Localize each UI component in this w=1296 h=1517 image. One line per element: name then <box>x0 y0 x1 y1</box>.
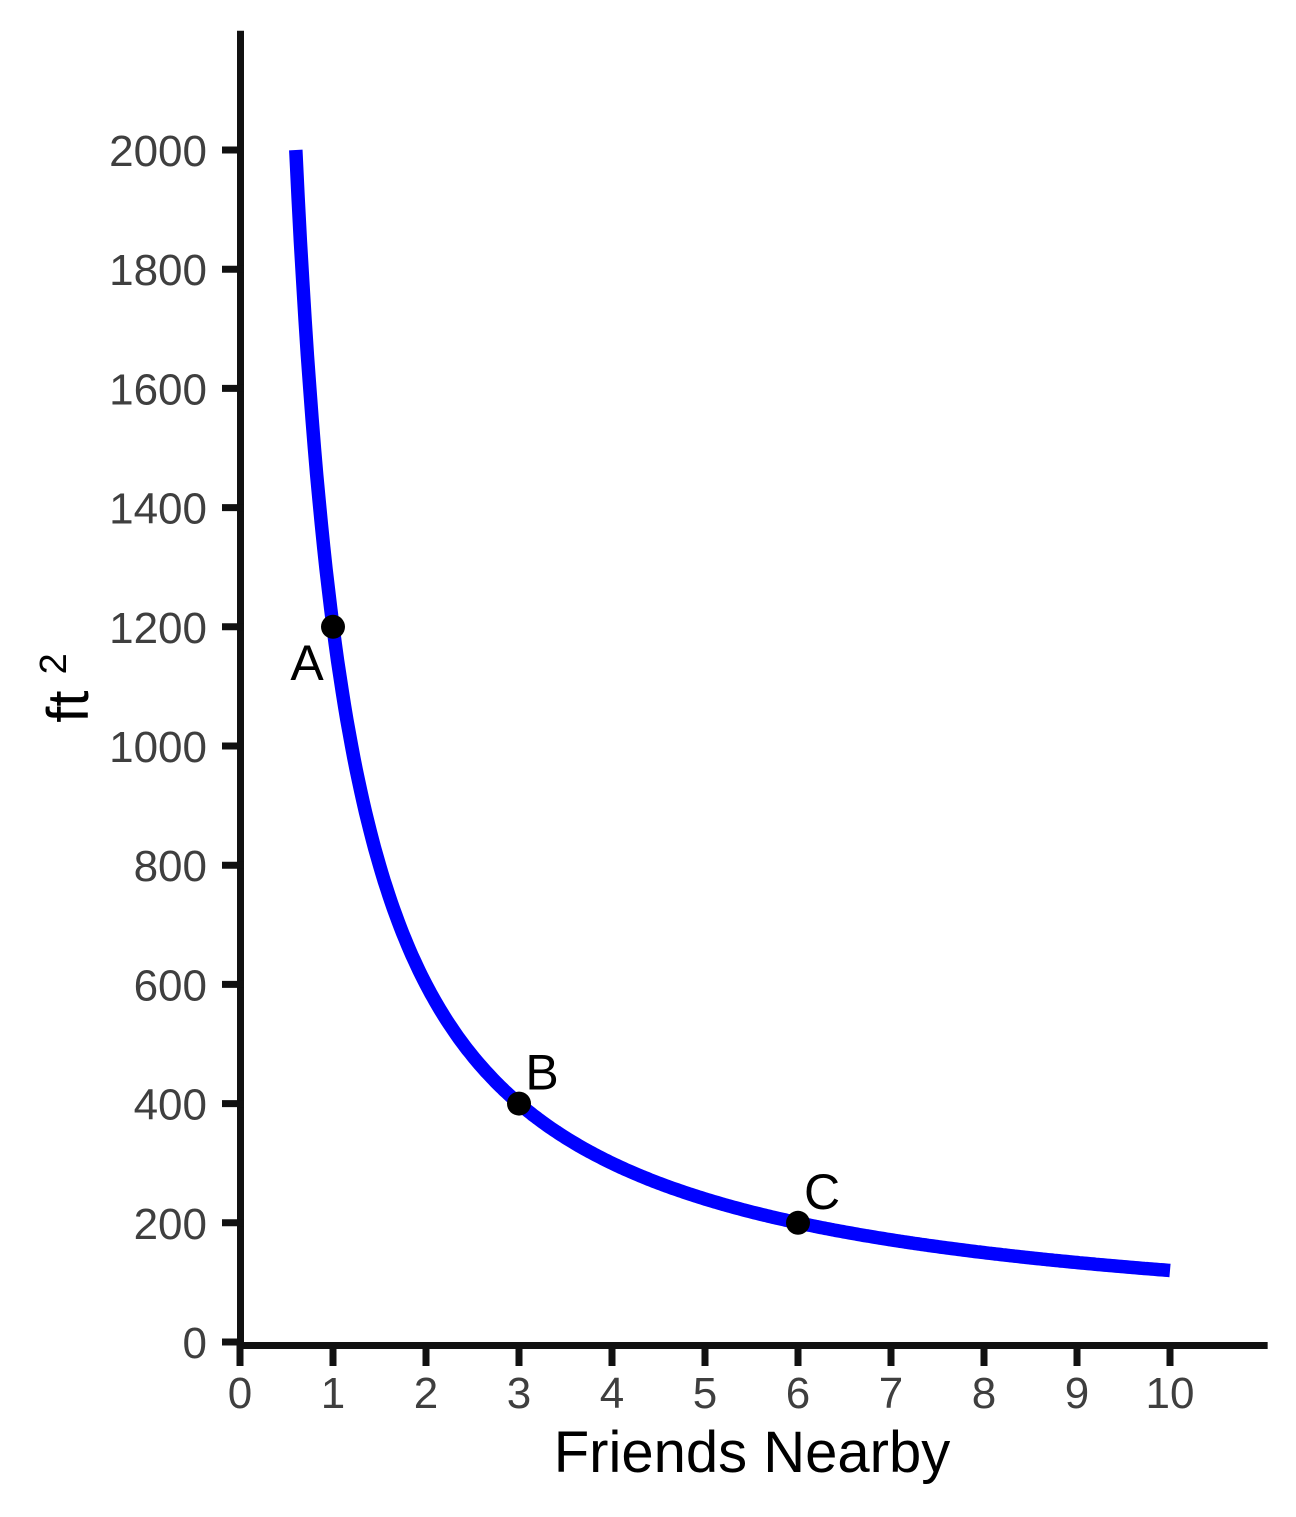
x-tick-label: 8 <box>972 1369 996 1418</box>
y-tick-label: 1400 <box>109 485 207 534</box>
x-tick-label: 5 <box>693 1369 717 1418</box>
y-tick-label: 400 <box>134 1081 207 1130</box>
x-tick-label: 4 <box>600 1369 624 1418</box>
x-tick-label: 1 <box>321 1369 345 1418</box>
point-B-marker <box>507 1091 531 1116</box>
point-C-marker <box>786 1210 810 1235</box>
point-A-label: A <box>290 635 324 691</box>
x-tick-label: 10 <box>1146 1369 1195 1418</box>
x-tick-label: 9 <box>1065 1369 1089 1418</box>
y-tick-label: 1000 <box>109 723 207 772</box>
point-A-marker <box>321 614 345 639</box>
y-tick-label: 600 <box>134 961 207 1010</box>
x-tick-label: 0 <box>228 1369 252 1418</box>
point-C-label: C <box>804 1164 840 1220</box>
y-tick-label: 1200 <box>109 604 207 653</box>
data-points: A B C <box>290 614 840 1235</box>
y-tick-label: 200 <box>134 1200 207 1249</box>
x-tick-label: 2 <box>414 1369 438 1418</box>
y-tick-label: 1800 <box>109 246 207 295</box>
y-axis-ticks: 0 200 400 600 800 1000 1200 1400 1600 1800 2000 <box>109 127 244 1368</box>
y-tick-label: 0 <box>183 1319 207 1368</box>
x-tick-label: 6 <box>786 1369 810 1418</box>
y-axis-title-exponent: 2 <box>33 653 75 674</box>
y-tick-label: 800 <box>134 842 207 891</box>
x-axis-ticks: 0 1 2 3 4 5 6 7 8 9 10 <box>228 1345 1195 1418</box>
x-tick-label: 3 <box>507 1369 531 1418</box>
point-B-label: B <box>525 1045 558 1101</box>
y-axis-title-base: ft <box>36 691 101 723</box>
y-tick-label: 2000 <box>109 127 207 176</box>
x-axis-title: Friends Nearby <box>554 1420 950 1485</box>
x-tick-label: 7 <box>879 1369 903 1418</box>
y-tick-label: 1600 <box>109 365 207 414</box>
demand-curve-path <box>289 149 1175 1278</box>
y-axis-title: ft 2 <box>33 653 101 723</box>
